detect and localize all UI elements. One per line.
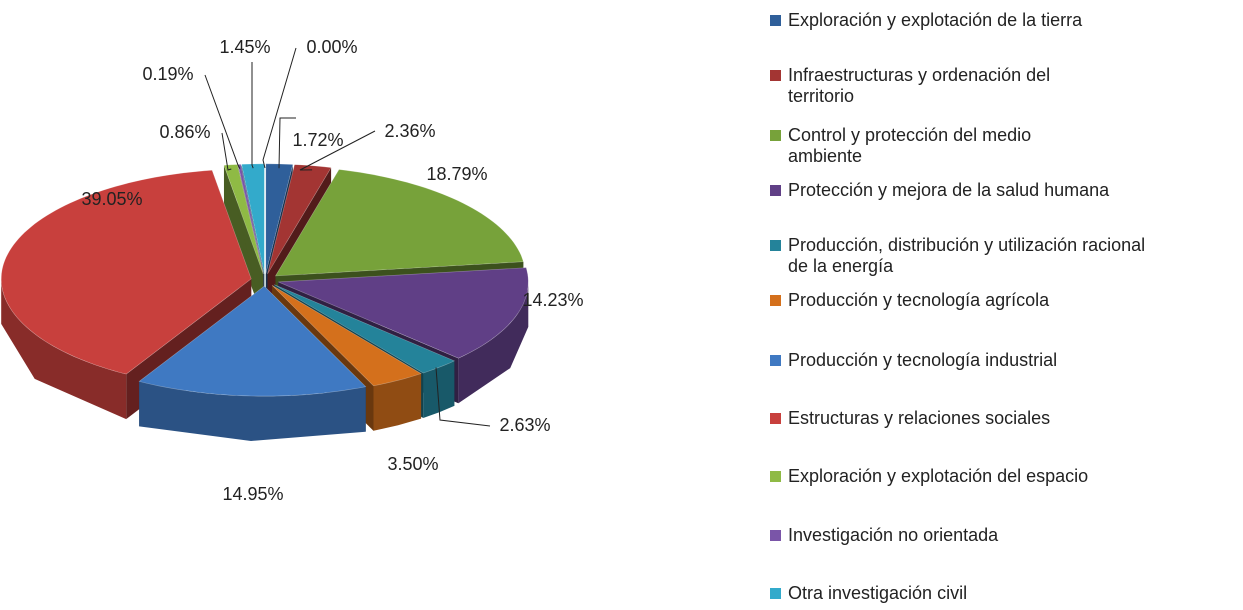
- legend-swatch: [770, 530, 781, 541]
- legend-label: Producción y tecnología industrial: [788, 350, 1058, 370]
- slice-side: [458, 281, 529, 404]
- slice: [0, 169, 252, 375]
- data-label: 0.00%: [306, 37, 357, 57]
- leader-line: [278, 117, 296, 169]
- data-label: 39.05%: [81, 189, 142, 209]
- data-label: 2.63%: [499, 415, 550, 435]
- legend-item: Producción y tecnología agrícola: [770, 290, 1220, 311]
- leader-line: [251, 62, 254, 169]
- legend-swatch: [770, 588, 781, 599]
- leader-line: [262, 47, 297, 169]
- leader-line: [221, 132, 232, 171]
- slice: [274, 284, 456, 374]
- chart: 1.72% 2.36% 18.79% 14.23% 2.63% 3.50% 14.95% 39…: [0, 37, 584, 504]
- legend-swatch: [770, 185, 781, 196]
- slice-side: [139, 381, 366, 441]
- data-label: 2.36%: [384, 121, 435, 141]
- legend-label: Investigación no orientada: [788, 525, 999, 545]
- slice: [138, 285, 367, 397]
- legend-label: Protección y mejora de la salud humana: [788, 180, 1110, 200]
- legend-item: Exploración y explotación del espacio: [770, 466, 1220, 487]
- legend-item: Control y protección del medio ambiente: [770, 125, 1100, 167]
- legend-label: Exploración y explotación del espacio: [788, 466, 1089, 486]
- legend-swatch: [770, 130, 781, 141]
- legend-item: Exploración y explotación de la tierra: [770, 10, 1220, 31]
- legend-label: Estructuras y relaciones sociales: [788, 408, 1051, 428]
- data-label: 3.50%: [387, 454, 438, 474]
- slice: [278, 267, 529, 359]
- slice: [223, 164, 264, 274]
- data-label: 14.23%: [522, 290, 583, 310]
- legend-swatch: [770, 240, 781, 251]
- legend-label: Producción y tecnología agrícola: [788, 290, 1050, 310]
- slice-wall: [223, 165, 264, 319]
- legend-label: Infraestructuras y ordenación del territ…: [788, 65, 1051, 106]
- legend-swatch: [770, 295, 781, 306]
- legend-item: Infraestructuras y ordenación del territ…: [770, 65, 1120, 107]
- slice: [237, 163, 264, 274]
- legend-label: Otra investigación civil: [788, 583, 968, 603]
- legend-label: Control y protección del medio ambiente: [788, 125, 1032, 166]
- legend-swatch: [770, 471, 781, 482]
- legend-swatch: [770, 15, 781, 26]
- legend-item: Otra investigación civil: [770, 583, 1220, 604]
- slice: [271, 285, 422, 387]
- legend-item: Producción y tecnología industrial: [770, 350, 1220, 371]
- data-label: 0.86%: [159, 122, 210, 142]
- data-label: 18.79%: [426, 164, 487, 184]
- legend-label: Producción, distribución y utilización r…: [788, 235, 1146, 276]
- data-label: 1.45%: [219, 37, 270, 57]
- data-label: 14.95%: [222, 484, 283, 504]
- legend-item: Estructuras y relaciones sociales: [770, 408, 1220, 429]
- legend-item: Producción, distribución y utilización r…: [770, 235, 1160, 277]
- legend-item: Investigación no orientada: [770, 525, 1220, 546]
- legend-swatch: [770, 355, 781, 366]
- slice: [267, 164, 332, 275]
- pie-tops: [0, 163, 529, 397]
- leader-line: [299, 130, 376, 171]
- slice-side: [423, 360, 455, 418]
- legend-swatch: [770, 70, 781, 81]
- legend-label: Exploración y explotación de la tierra: [788, 10, 1083, 30]
- data-label: 1.72%: [292, 130, 343, 150]
- slice: [274, 169, 524, 277]
- slice-side: [373, 373, 422, 431]
- legend-item: Protección y mejora de la salud humana: [770, 180, 1220, 201]
- slice-side: [1, 278, 127, 420]
- data-label: 0.19%: [142, 64, 193, 84]
- legend-swatch: [770, 413, 781, 424]
- leader-line: [204, 74, 241, 169]
- leader-line: [435, 367, 491, 427]
